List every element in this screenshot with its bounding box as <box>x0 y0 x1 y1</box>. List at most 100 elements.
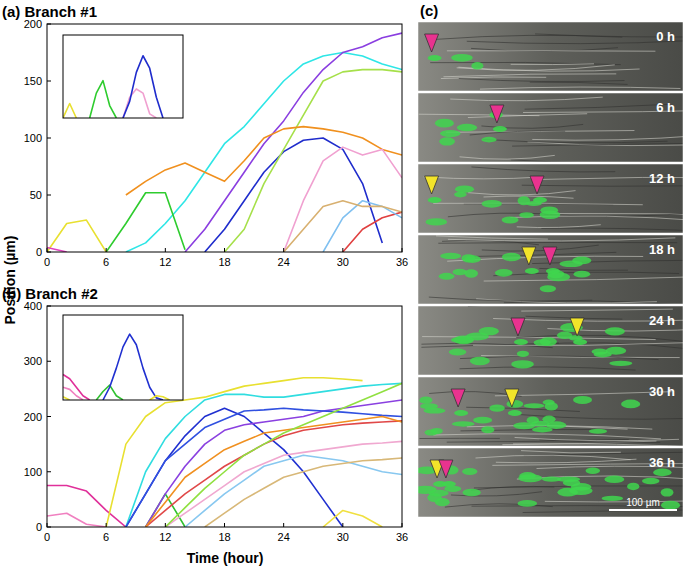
series-line <box>165 383 402 527</box>
y-tick <box>47 306 51 307</box>
y-tick <box>47 81 51 82</box>
cell-marker <box>505 389 519 407</box>
frame-border <box>418 448 683 517</box>
series-line <box>123 56 163 118</box>
y-tick-label: 0 <box>36 246 42 258</box>
y-tick <box>47 195 51 196</box>
series-line <box>47 247 67 252</box>
cell <box>508 410 522 416</box>
frame-content <box>418 93 683 162</box>
plot-frame <box>47 306 402 527</box>
fiber-streak <box>460 155 555 159</box>
cell-marker <box>511 318 525 336</box>
fiber-streak <box>511 160 674 162</box>
cell <box>589 429 607 434</box>
cell <box>428 197 442 203</box>
fiber-streak <box>461 429 596 430</box>
cell <box>452 421 475 426</box>
x-tick <box>224 523 225 527</box>
x-tick <box>342 248 343 252</box>
frame-content <box>418 377 683 446</box>
y-tick-label: 150 <box>24 75 42 87</box>
cell <box>518 500 538 507</box>
fiber-streak <box>530 82 628 84</box>
series-line <box>205 138 383 252</box>
x-tick <box>165 248 166 252</box>
y-tick <box>47 138 51 139</box>
image-frame: 18 h <box>418 235 685 306</box>
fiber-streak <box>436 35 623 39</box>
cell <box>557 332 572 340</box>
series-line <box>47 220 106 252</box>
fiber-streak <box>496 459 637 463</box>
cell <box>431 428 443 434</box>
y-tick-label: 200 <box>24 411 42 423</box>
fiber-streak <box>450 97 603 101</box>
x-tick-label: 0 <box>44 256 50 268</box>
cell <box>457 124 477 132</box>
time-label: 30 h <box>649 384 675 399</box>
cell <box>425 218 447 225</box>
x-tick-label: 24 <box>278 531 290 543</box>
series-line <box>165 441 402 527</box>
cell <box>440 253 461 259</box>
fiber-streak <box>460 367 636 370</box>
y-tick <box>47 471 51 472</box>
x-tick <box>402 523 403 527</box>
fiber-streak <box>476 455 631 460</box>
fiber-streak <box>532 260 683 263</box>
cell <box>517 351 529 357</box>
cell <box>439 273 455 280</box>
cell <box>540 211 561 219</box>
x-tick <box>224 248 225 252</box>
time-label: 0 h <box>656 29 675 44</box>
cell <box>473 417 492 424</box>
series-line <box>63 375 90 401</box>
fiber-streak <box>511 63 594 65</box>
cell-marker <box>530 176 544 194</box>
series-group <box>63 56 163 118</box>
x-tick-label: 36 <box>396 531 408 543</box>
series-group <box>47 33 402 252</box>
fiber-streak <box>441 77 546 79</box>
series-line <box>126 127 402 195</box>
cell <box>543 400 555 405</box>
fiber-streak <box>429 297 592 301</box>
cell <box>449 349 467 356</box>
series-line <box>47 513 106 527</box>
frame-background <box>418 377 683 446</box>
x-tick <box>106 248 107 252</box>
series-line <box>106 193 185 252</box>
series-line <box>103 334 163 400</box>
cell <box>524 403 545 408</box>
cell-marker <box>490 105 504 123</box>
x-tick-label: 18 <box>218 256 230 268</box>
cell <box>573 396 592 404</box>
fiber-streak <box>523 509 683 512</box>
cell-marker <box>425 176 439 194</box>
fiber-streak <box>460 356 658 360</box>
fiber-streak <box>420 438 500 439</box>
fiber-streak <box>515 437 679 440</box>
cell <box>418 486 437 494</box>
cell <box>455 186 474 193</box>
series-line <box>126 408 402 527</box>
y-tick <box>47 24 51 25</box>
x-tick <box>47 248 48 252</box>
fiber-streak <box>470 131 565 135</box>
cell-marker <box>451 389 465 407</box>
cell <box>609 361 632 366</box>
plot-frame <box>63 35 183 118</box>
cell <box>661 501 680 510</box>
x-tick <box>283 523 284 527</box>
cell <box>506 400 523 408</box>
fiber-streak <box>510 216 683 221</box>
image-frame: 24 h <box>418 303 685 375</box>
plot-frame <box>63 315 183 400</box>
cell <box>502 253 521 262</box>
series-group <box>63 334 170 400</box>
chart: 061218243036050100150200(a) Branch #1 <box>2 3 408 268</box>
image-frame: 6 h <box>418 93 685 163</box>
frame-background <box>418 448 683 517</box>
fiber-streak <box>468 191 575 195</box>
